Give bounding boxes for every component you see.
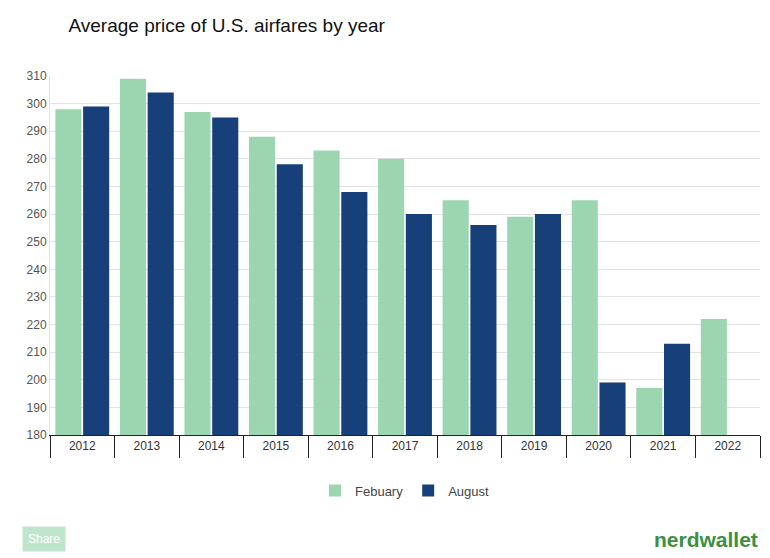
svg-text:230: 230 xyxy=(27,290,47,304)
svg-text:2017: 2017 xyxy=(392,439,419,453)
svg-text:2013: 2013 xyxy=(133,439,160,453)
svg-text:August: August xyxy=(448,484,489,499)
svg-text:2020: 2020 xyxy=(585,439,612,453)
svg-text:270: 270 xyxy=(27,180,47,194)
svg-text:300: 300 xyxy=(27,97,47,111)
svg-text:2022: 2022 xyxy=(714,439,741,453)
svg-text:210: 210 xyxy=(27,345,47,359)
svg-text:2012: 2012 xyxy=(69,439,96,453)
svg-text:250: 250 xyxy=(27,235,47,249)
svg-text:2016: 2016 xyxy=(327,439,354,453)
svg-text:290: 290 xyxy=(27,124,47,138)
svg-text:nerdwallet: nerdwallet xyxy=(654,528,758,551)
svg-text:200: 200 xyxy=(27,373,47,387)
svg-text:220: 220 xyxy=(27,318,47,332)
svg-text:280: 280 xyxy=(27,152,47,166)
svg-text:Average price of U.S. airfares: Average price of U.S. airfares by year xyxy=(68,15,385,36)
svg-text:2015: 2015 xyxy=(263,439,290,453)
svg-text:2018: 2018 xyxy=(456,439,483,453)
svg-text:180: 180 xyxy=(27,428,47,442)
svg-text:Share: Share xyxy=(28,532,60,546)
svg-text:2014: 2014 xyxy=(198,439,225,453)
svg-text:190: 190 xyxy=(27,401,47,415)
svg-text:2019: 2019 xyxy=(521,439,548,453)
svg-text:260: 260 xyxy=(27,207,47,221)
svg-text:310: 310 xyxy=(27,69,47,83)
svg-text:Febuary: Febuary xyxy=(355,484,403,499)
svg-text:2021: 2021 xyxy=(650,439,677,453)
svg-text:240: 240 xyxy=(27,263,47,277)
